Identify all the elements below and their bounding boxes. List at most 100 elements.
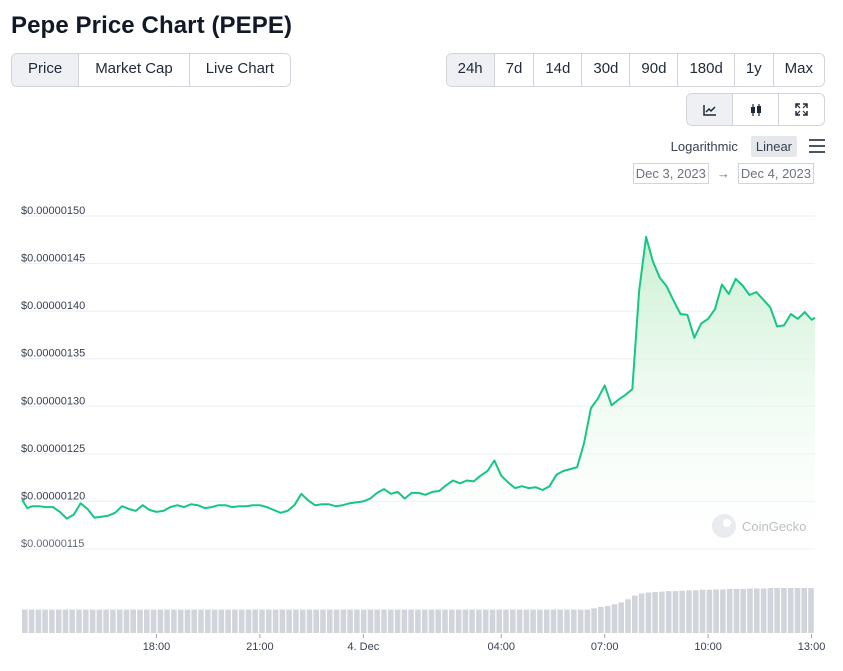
volume-bar (252, 609, 258, 633)
y-tick-label: $0.00000145 (21, 253, 85, 265)
volume-bar (55, 609, 62, 633)
page-title: Pepe Price Chart (PEPE) (11, 12, 293, 39)
volume-bar (611, 604, 618, 633)
volume-bar (266, 609, 272, 633)
volume-bar (801, 588, 807, 633)
volume-bar (747, 588, 753, 633)
date-range: Dec 3, 2023 → Dec 4, 2023 (632, 163, 814, 184)
price-area (22, 236, 815, 549)
volume-bar (774, 588, 780, 633)
volume-bar (530, 609, 536, 633)
volume-bar (598, 606, 604, 633)
volume-bar (83, 609, 89, 633)
volume-bar (781, 588, 787, 633)
volume-bar (205, 609, 211, 633)
volume-bar (320, 609, 326, 633)
volume-bar (286, 609, 292, 633)
range-max[interactable]: Max (773, 54, 824, 86)
volume-bar (123, 609, 130, 633)
volume-bar (489, 609, 496, 633)
volume-bar (482, 609, 489, 633)
volume-bar (327, 609, 333, 633)
volume-bar (347, 609, 353, 633)
volume-bar (272, 609, 279, 633)
volume-bar (110, 609, 116, 633)
y-tick-label: $0.00000120 (21, 490, 85, 502)
x-tick-label: 21:00 (246, 641, 274, 653)
volume-bar (625, 599, 631, 634)
volume-bar (245, 609, 252, 633)
volume-bar (720, 589, 726, 633)
volume-bar (374, 609, 380, 633)
volume-bar (754, 588, 760, 633)
volume-bar (171, 609, 177, 633)
volume-bar (713, 589, 719, 633)
linear-scale-button[interactable]: Linear (750, 135, 797, 157)
volume-bar (706, 589, 713, 633)
volume-bar (767, 588, 774, 633)
logarithmic-scale-button[interactable]: Logarithmic (670, 138, 738, 154)
volume-bar (550, 609, 557, 633)
range-14d[interactable]: 14d (534, 54, 583, 86)
volume-bar (367, 609, 374, 633)
y-tick-label: $0.00000140 (21, 300, 85, 312)
volume-bar (693, 590, 699, 634)
line-chart-button[interactable] (687, 94, 733, 125)
volume-bar (543, 609, 550, 633)
volume-bar (523, 609, 530, 633)
range-90d[interactable]: 90d (630, 54, 679, 86)
volume-bar (760, 588, 767, 633)
range-30d[interactable]: 30d (582, 54, 631, 86)
volume-bar (408, 609, 414, 633)
volume-bar (469, 609, 475, 633)
volume-bar (665, 591, 672, 633)
volume-bar (571, 609, 577, 633)
volume-bar (306, 609, 313, 633)
range-7d[interactable]: 7d (494, 54, 535, 86)
tab-market-cap[interactable]: Market Cap (79, 54, 190, 86)
volume-bar (476, 609, 482, 633)
range-1y[interactable]: 1y (734, 54, 774, 86)
range-24h[interactable]: 24h (446, 54, 495, 86)
volume-bar (740, 588, 746, 633)
coingecko-label: CoinGecko (742, 519, 806, 534)
volume-bar (421, 609, 428, 633)
y-tick-label: $0.00000150 (21, 205, 85, 217)
candlestick-chart-button[interactable] (733, 94, 779, 125)
time-range-selector: 24h 7d 14d 30d 90d 180d 1y Max (445, 53, 825, 87)
volume-bar (144, 609, 150, 633)
range-180d[interactable]: 180d (678, 54, 735, 86)
volume-bar (442, 609, 448, 633)
volume-bar (449, 609, 455, 633)
volume-bar (496, 609, 502, 633)
volume-bar (381, 609, 387, 633)
volume-bar (733, 588, 740, 633)
fullscreen-button[interactable] (779, 94, 824, 125)
date-from-input[interactable]: Dec 3, 2023 (632, 163, 709, 184)
volume-bar (150, 609, 157, 633)
x-tick-label: 10:00 (694, 641, 722, 653)
volume-bar (557, 609, 563, 633)
price-line (21, 235, 816, 520)
chart-type-selector (686, 93, 825, 126)
volume-bar (340, 609, 347, 633)
volume-bar (604, 606, 611, 633)
x-tick-label: 04:00 (487, 641, 515, 653)
x-tick-label: 07:00 (591, 641, 619, 653)
volume-bar (794, 588, 801, 633)
volume-bar (28, 609, 35, 633)
volume-bar (49, 609, 55, 633)
volume-bar (388, 609, 394, 633)
date-to-input[interactable]: Dec 4, 2023 (737, 163, 814, 184)
tab-live-chart[interactable]: Live Chart (189, 54, 291, 86)
volume-bar (293, 609, 299, 633)
volume-bar (232, 609, 238, 633)
volume-bar (164, 609, 170, 633)
volume-bar (591, 608, 597, 634)
candlestick-icon (750, 103, 761, 116)
menu-icon[interactable] (809, 139, 825, 153)
tab-price[interactable]: Price (12, 54, 80, 86)
x-axis: 18:00 21:00 4. Dec 04:00 07:00 10:00 13:00 (143, 634, 825, 653)
scale-toggle: Logarithmic Linear (666, 134, 825, 158)
